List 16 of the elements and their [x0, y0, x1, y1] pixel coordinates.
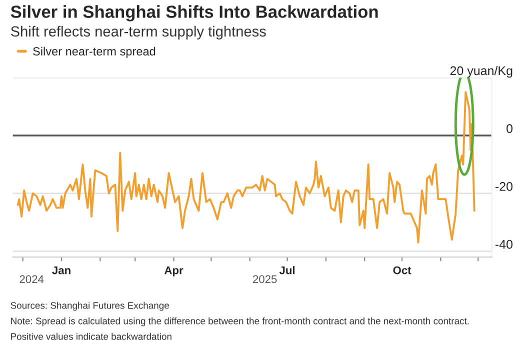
x-tick-label: Jul — [279, 266, 295, 274]
x2-tick-label: 2025 — [253, 275, 277, 284]
text: Positive values indicate backwardation — [11, 332, 172, 340]
x2-tick-label: 2024 — [20, 275, 44, 284]
y-tick-label: -40 — [495, 240, 513, 249]
x-tick-label: Jan — [52, 266, 70, 274]
chart-subtitle: Shift reflects near-term supply tightness — [10, 26, 266, 40]
text: Note: Spread is calculated using the difference between the front-month contract and the next-month contract. — [11, 317, 469, 326]
x-tick-label: Oct — [393, 266, 412, 274]
x-tick-label: Apr — [164, 266, 184, 276]
source-note: Sources: Shanghai Futures Exchange — [10, 302, 169, 311]
chart-title: Silver in Shanghai Shifts Into Backwardation — [10, 5, 378, 22]
y-tick-label: 20 yuan/Kg — [450, 66, 512, 78]
legend-label: Silver near-term spread — [33, 46, 156, 58]
y-tick-label: 0 — [506, 124, 513, 134]
y-tick-label: -20 — [495, 182, 513, 191]
